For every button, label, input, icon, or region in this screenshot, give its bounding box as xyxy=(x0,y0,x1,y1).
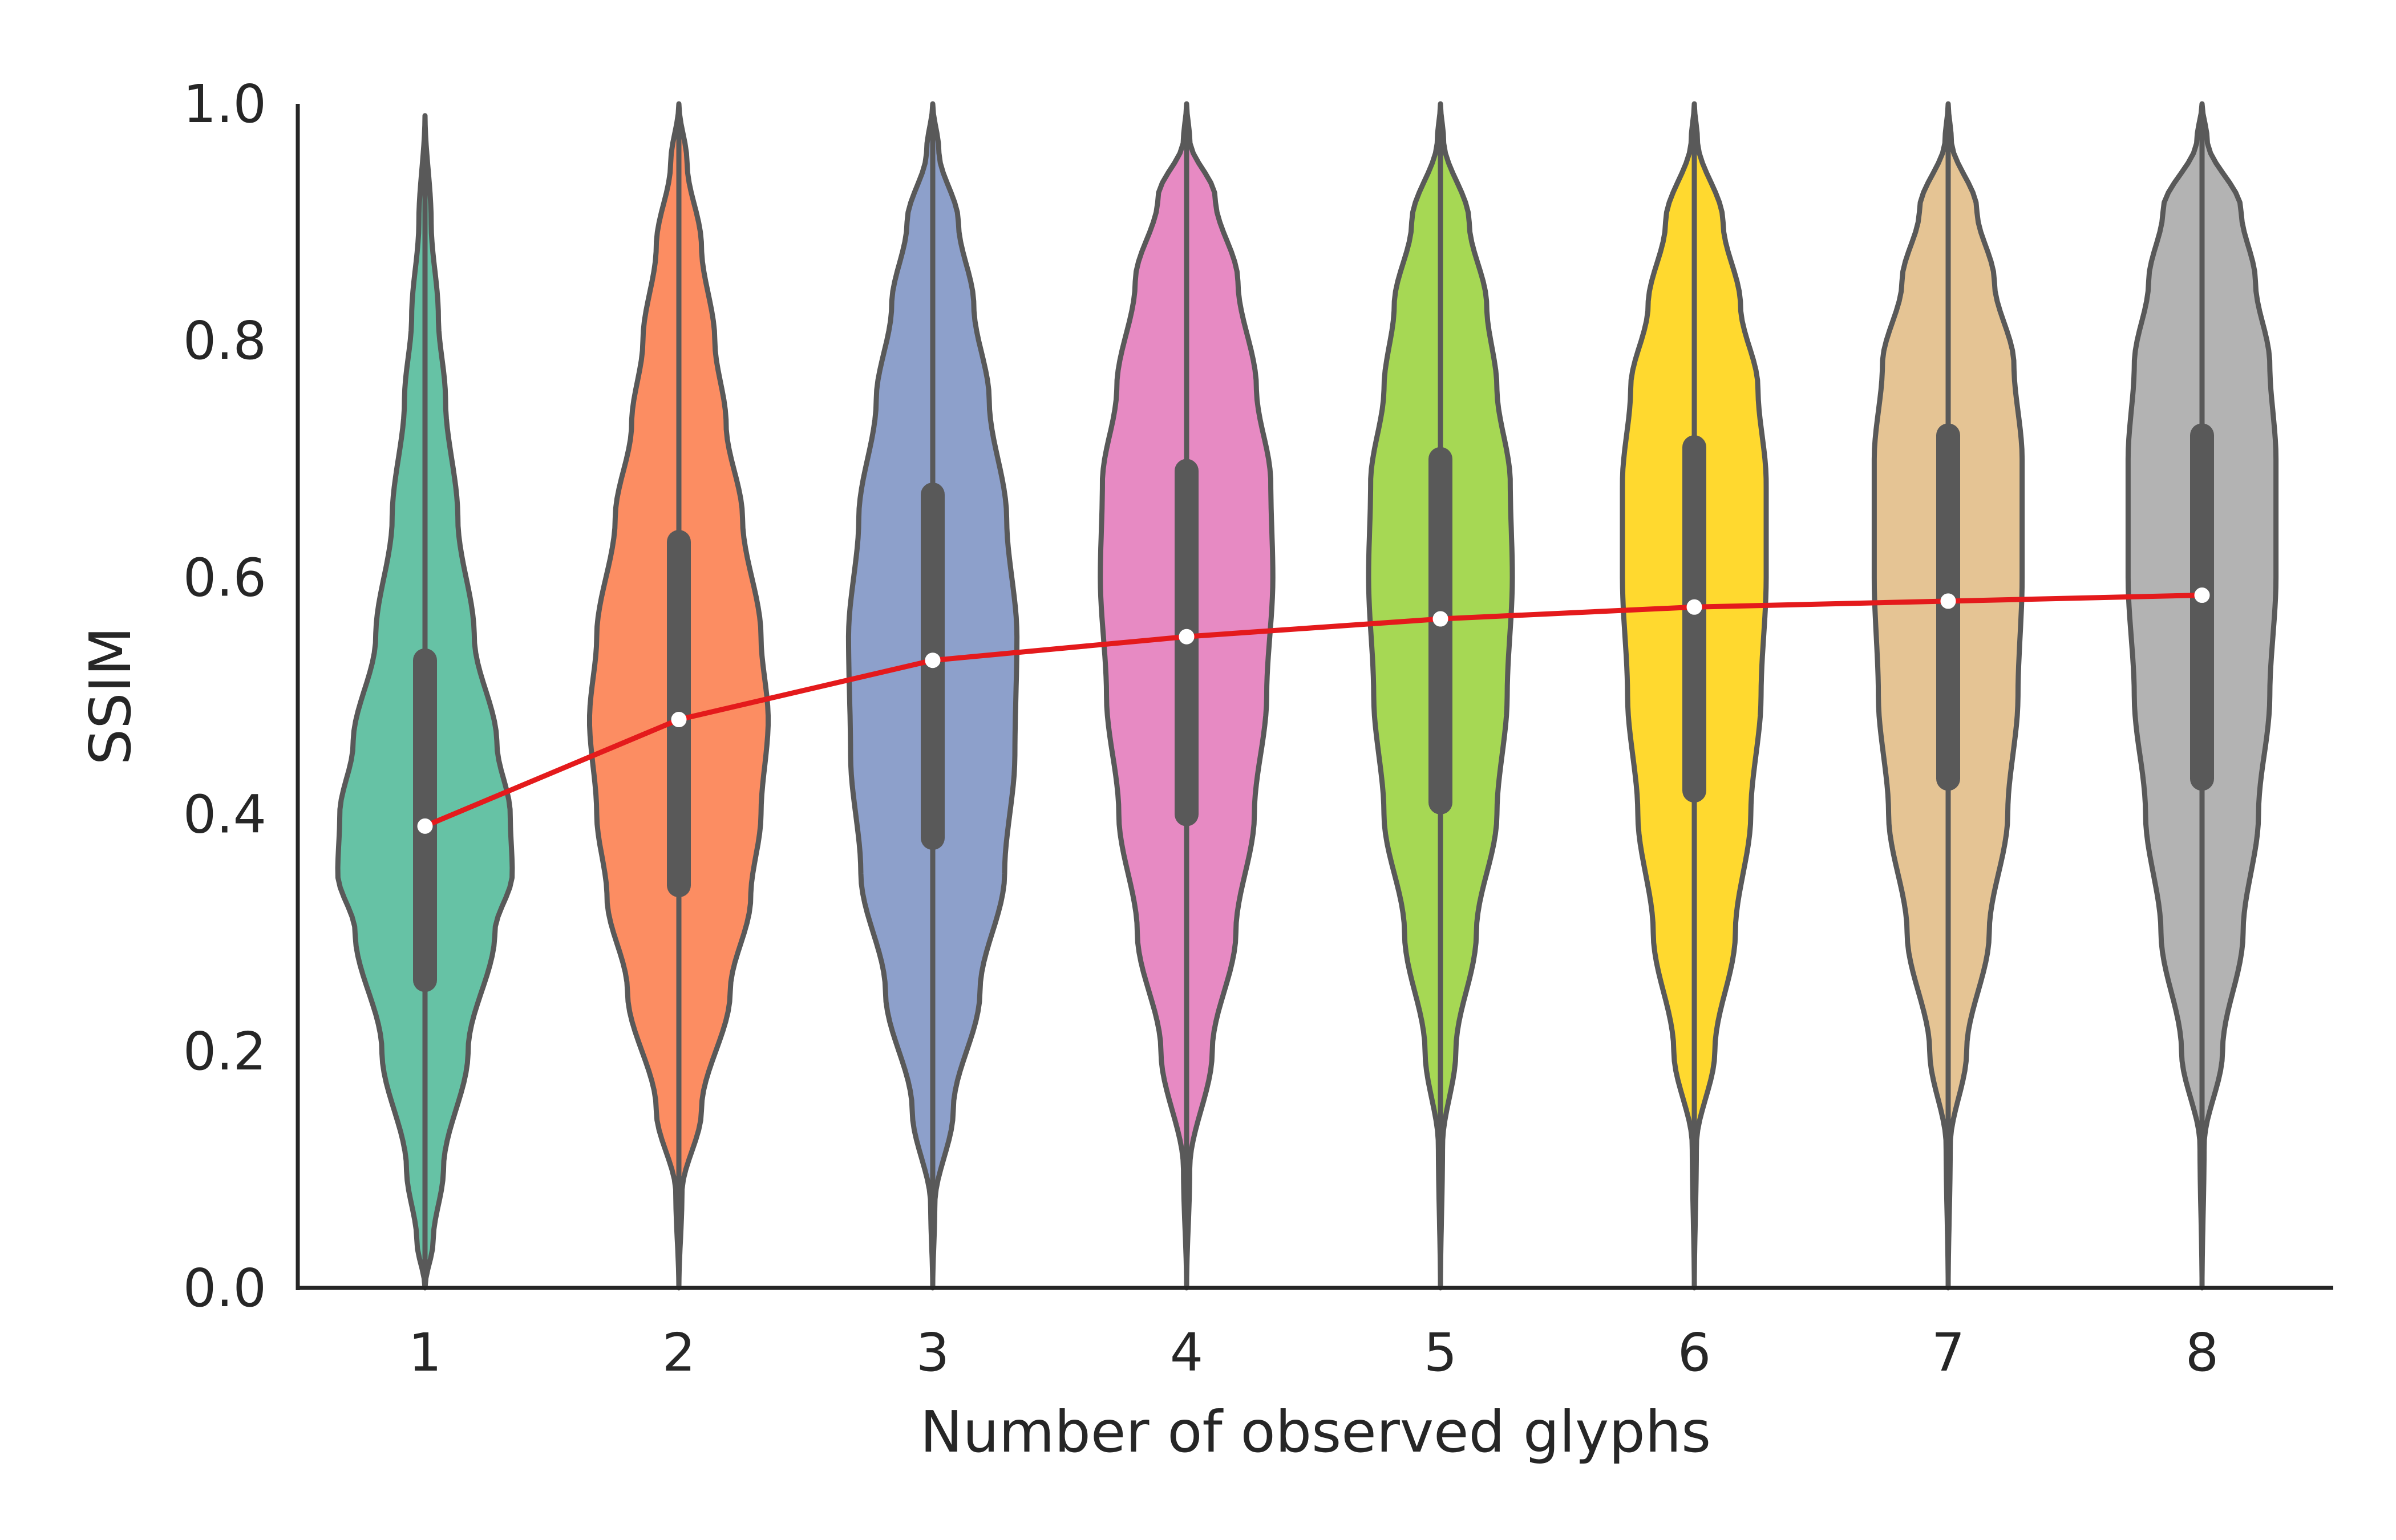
x-tick-label: 6 xyxy=(1678,1322,1711,1383)
x-tick-label: 1 xyxy=(408,1322,442,1383)
y-tick-label: 0.6 xyxy=(183,547,266,608)
y-tick-label: 0.8 xyxy=(183,310,266,371)
median-point-1 xyxy=(417,818,433,834)
x-tick-label: 8 xyxy=(2185,1322,2219,1383)
median-point-6 xyxy=(1686,599,1702,615)
median-point-2 xyxy=(671,712,687,728)
y-tick-label: 0.4 xyxy=(183,784,266,845)
tick-labels: 0.0 0.2 0.4 0.6 0.8 1.0 1 2 3 4 5 6 7 8 xyxy=(183,74,2219,1383)
x-tick-label: 5 xyxy=(1424,1322,1458,1383)
axes xyxy=(296,104,2333,1290)
mean-line-layer xyxy=(417,587,2210,834)
x-tick-label: 4 xyxy=(1170,1322,1204,1383)
median-point-4 xyxy=(1179,629,1195,645)
median-point-5 xyxy=(1432,611,1448,627)
mean-line xyxy=(424,593,2203,829)
x-tick-label: 3 xyxy=(916,1322,950,1383)
x-tick-label: 7 xyxy=(1932,1322,1965,1383)
median-point-8 xyxy=(2194,587,2210,603)
y-axis-label: SSIM xyxy=(77,627,144,765)
y-tick-label: 1.0 xyxy=(183,74,266,135)
x-axis-label: Number of observed glyphs xyxy=(920,1399,1711,1465)
violins xyxy=(335,101,2279,1291)
x-tick-label: 2 xyxy=(662,1322,696,1383)
y-tick-label: 0.2 xyxy=(183,1021,266,1082)
median-point-3 xyxy=(925,653,941,668)
y-tick-label: 0.0 xyxy=(183,1258,266,1319)
median-point-7 xyxy=(1940,593,1956,609)
